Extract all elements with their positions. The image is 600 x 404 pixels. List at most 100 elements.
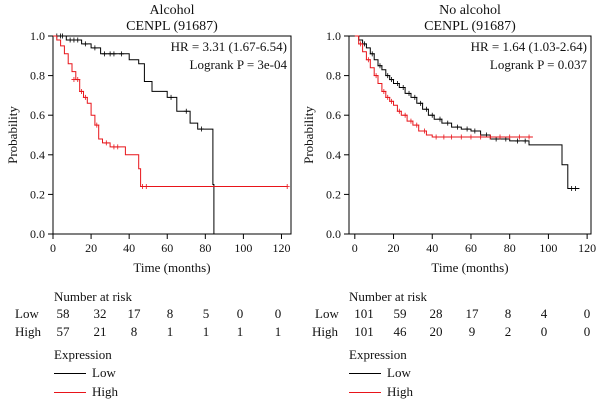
risk-value-low: 59 [393, 306, 407, 321]
km-panel-alcohol: Alcohol CENPL (91687) 0.0 0.2 0.4 0.6 0.8 1.0 0 2… [5, 3, 292, 399]
censor-mark-high [458, 134, 464, 140]
censor-mark-low [385, 73, 391, 79]
y-tick-label: 0.8 [30, 69, 45, 83]
censor-mark-low [377, 63, 383, 69]
risk-value-high: 101 [354, 324, 374, 339]
censor-mark-low [445, 120, 451, 126]
x-axis-label: Time (months) [133, 260, 210, 275]
risk-value-low: 58 [56, 306, 70, 321]
y-tick-label: 0.4 [30, 148, 45, 162]
y-tick-label: 0.2 [326, 187, 341, 201]
censor-mark-low [423, 106, 429, 112]
risk-value-low: 28 [429, 306, 443, 321]
chart-subtitle: CENPL (91687) [424, 19, 516, 34]
censor-mark-high [414, 122, 420, 128]
risk-value-high: 9 [468, 324, 476, 339]
censor-mark-low [522, 138, 528, 144]
censor-mark-low [82, 41, 88, 47]
risk-value-low: 0 [583, 306, 591, 321]
legend-swatch-high [54, 391, 86, 393]
censor-mark-high [526, 134, 532, 140]
risk-value-high: 0 [583, 324, 591, 339]
risk-value-high: 0 [540, 324, 548, 339]
risk-value-low: 32 [93, 306, 107, 321]
hazard-ratio-text: HR = 1.64 (1.03-2.64) [471, 39, 587, 54]
censor-mark-high [487, 134, 493, 140]
censor-mark-high [103, 140, 109, 146]
censor-mark-low [406, 90, 412, 96]
km-panel-no-alcohol: No alcohol CENPL (91687) 0.0 0.2 0.4 0.6 0.8 1.… [300, 0, 600, 404]
x-tick-label: 80 [504, 241, 516, 255]
km-curve-high [354, 35, 533, 138]
censor-mark-high [284, 183, 290, 189]
risk-value-low: 5 [202, 306, 210, 321]
censor-mark-high [358, 41, 364, 47]
censor-mark-high [478, 134, 484, 140]
censor-mark-high [433, 134, 439, 140]
x-tick-label: 60 [465, 241, 477, 255]
x-tick-label: 0 [352, 241, 358, 255]
censor-mark-low [472, 128, 478, 134]
legend-title: Expression [349, 347, 407, 362]
x-tick-label: 40 [123, 241, 135, 255]
y-tick-label: 0.0 [326, 227, 341, 241]
censor-mark-low [199, 126, 205, 132]
censor-mark-high [75, 77, 81, 83]
censor-mark-high [385, 94, 391, 100]
censor-mark-high [82, 94, 88, 100]
censor-mark-low [418, 100, 424, 106]
risk-value-low: 8 [166, 306, 174, 321]
legend-swatch-low [54, 372, 86, 374]
km-curve-high [53, 35, 288, 187]
censor-mark-high [516, 134, 522, 140]
legend-item-high: High [349, 384, 413, 400]
censor-mark-high [373, 73, 379, 79]
x-axis-label: Time (months) [431, 260, 508, 275]
censor-mark-high [365, 57, 371, 63]
legend-item-low: Low [54, 365, 116, 381]
censor-mark-low [101, 51, 107, 57]
chart-title: No alcohol [439, 3, 501, 18]
y-axis-label: Probability [5, 106, 20, 164]
risk-value-high: 1 [236, 324, 244, 339]
risk-value-high: 21 [93, 324, 107, 339]
legend-swatch-high [349, 391, 381, 393]
x-tick-label: 20 [85, 241, 97, 255]
chart-subtitle: CENPL (91687) [126, 19, 218, 34]
censor-mark-low [92, 45, 98, 51]
risk-value-low: 0 [274, 306, 282, 321]
risk-value-low: 0 [236, 306, 244, 321]
censor-mark-low [60, 33, 66, 39]
risk-row-label-low: Low [15, 306, 39, 321]
risk-value-high: 8 [130, 324, 138, 339]
censor-mark-high [497, 134, 503, 140]
risk-value-high: 1 [202, 324, 210, 339]
y-tick-label: 1.0 [326, 29, 341, 43]
km-curve-low [53, 35, 215, 234]
censor-mark-low [394, 81, 400, 87]
censor-mark-low [514, 138, 520, 144]
risk-value-low: 101 [354, 306, 374, 321]
risk-value-high: 20 [429, 324, 443, 339]
risk-value-high: 57 [56, 324, 70, 339]
legend-label-high: High [387, 384, 413, 399]
censor-mark-low [429, 112, 435, 118]
risk-table-heading: Number at risk [349, 289, 427, 304]
y-tick-label: 0.4 [326, 148, 341, 162]
y-axis-label: Probability [301, 106, 316, 164]
censor-mark-high [507, 134, 513, 140]
x-tick-label: 100 [539, 241, 557, 255]
censor-mark-low [412, 94, 418, 100]
risk-value-low: 4 [540, 306, 548, 321]
censor-mark-high [396, 108, 402, 114]
x-tick-label: 40 [426, 241, 438, 255]
censor-mark-high [79, 88, 85, 94]
risk-value-high: 2 [504, 324, 512, 339]
km-curve-low [354, 35, 580, 189]
y-tick-label: 1.0 [30, 29, 45, 43]
y-tick-label: 0.0 [30, 227, 45, 241]
chart-title: Alcohol [149, 3, 194, 18]
logrank-p-text: Logrank P = 3e-04 [190, 57, 288, 72]
